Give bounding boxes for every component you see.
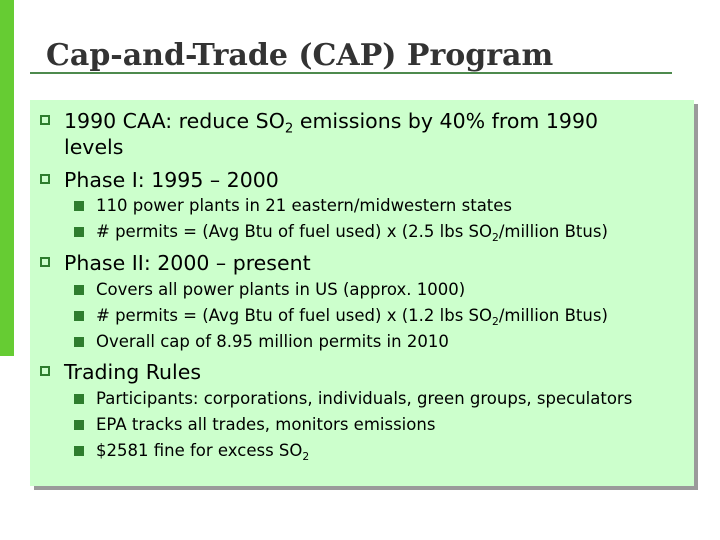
filled-square-bullet-icon [74, 420, 84, 430]
sub-bullet-text: Participants: corporations, individuals,… [96, 389, 633, 408]
sub-bullet-text: 110 power plants in 21 eastern/midwester… [96, 196, 513, 215]
bullet-text: Phase I: 1995 – 2000 [64, 168, 279, 192]
accent-bar [0, 0, 14, 356]
sub-bullet-text: # permits = (Avg Btu of fuel used) x (2.… [96, 222, 608, 244]
sub-bullet-text: EPA tracks all trades, monitors emission… [96, 415, 436, 434]
content-panel [30, 100, 694, 486]
bullet-text: levels [64, 135, 124, 159]
sub-bullet-text: Overall cap of 8.95 million permits in 2… [96, 332, 449, 351]
bullet-text: 1990 CAA: reduce SO2 emissions by 40% fr… [64, 109, 599, 137]
filled-square-bullet-icon [74, 337, 84, 347]
bullet-text: Phase II: 2000 – present [64, 251, 311, 275]
bullet-text: Trading Rules [64, 360, 202, 384]
hollow-square-bullet-icon [40, 115, 50, 125]
hollow-square-bullet-icon [40, 174, 50, 184]
filled-square-bullet-icon [74, 446, 84, 456]
hollow-square-bullet-icon [40, 366, 50, 376]
filled-square-bullet-icon [74, 201, 84, 211]
sub-bullet-text: $2581 fine for excess SO2 [96, 441, 310, 463]
filled-square-bullet-icon [74, 311, 84, 321]
hollow-square-bullet-icon [40, 257, 50, 267]
filled-square-bullet-icon [74, 227, 84, 237]
accent-bar-gap [0, 356, 14, 540]
slide-title: Cap-and-Trade (CAP) Program [46, 38, 554, 73]
filled-square-bullet-icon [74, 394, 84, 404]
filled-square-bullet-icon [74, 285, 84, 295]
sub-bullet-text: Covers all power plants in US (approx. 1… [96, 280, 466, 299]
sub-bullet-text: # permits = (Avg Btu of fuel used) x (1.… [96, 306, 608, 328]
title-underline [30, 72, 672, 74]
